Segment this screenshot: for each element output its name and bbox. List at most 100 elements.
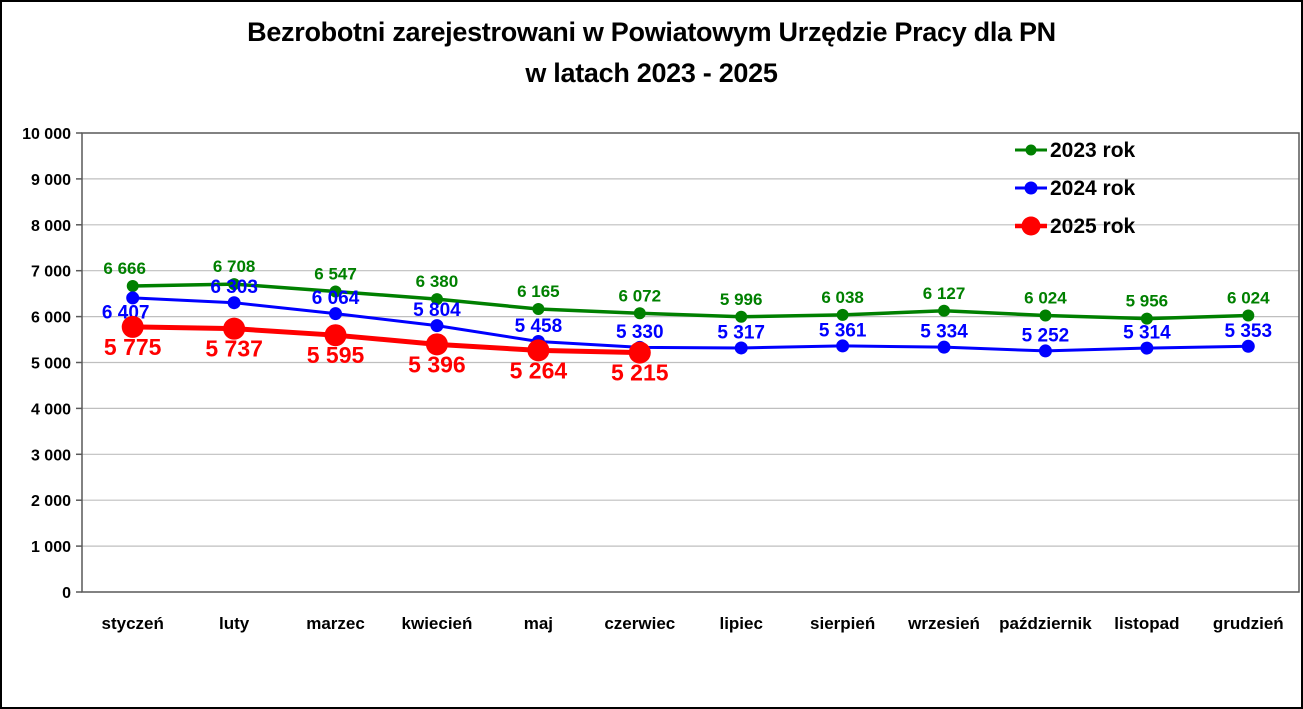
x-tick-label: listopad: [1114, 614, 1179, 633]
data-point: [228, 278, 241, 291]
data-point: [126, 280, 139, 293]
legend-swatch-marker: [1025, 144, 1037, 156]
data-label: 5 956: [1126, 292, 1169, 311]
plot-area: 0 1 000 2 000 3 000 4 000 5 000 6 000 7 000 8 00…: [22, 126, 1300, 633]
y-tick-label: 4 000: [31, 401, 71, 418]
x-tick-label: wrzesień: [907, 614, 980, 633]
x-tick-label: luty: [219, 614, 250, 633]
series-line: [130, 282, 1251, 321]
data-point: [1039, 309, 1052, 322]
x-tick-label: lipiec: [719, 614, 762, 633]
data-point: [1140, 341, 1154, 355]
y-tick-label: 9 000: [31, 172, 71, 189]
data-label: 6 165: [517, 282, 560, 301]
data-label: 5 775: [104, 334, 162, 360]
data-label: 5 361: [819, 320, 867, 341]
data-label: 5 314: [1123, 323, 1171, 344]
y-tick-label: 6 000: [31, 310, 71, 327]
legend-label: 2025 rok: [1050, 215, 1136, 238]
legend-item-2023-rok: 2023 rok: [1015, 139, 1136, 162]
data-point: [628, 341, 651, 364]
x-tick-label: marzec: [306, 614, 365, 633]
data-label: 5 996: [720, 290, 763, 309]
data-label: 6 072: [619, 286, 662, 305]
data-point: [1140, 312, 1153, 325]
y-axis: 0 1 000 2 000 3 000 4 000 5 000 6 000 7 000 8 00…: [22, 126, 82, 602]
legend-swatch-marker: [1021, 216, 1041, 236]
data-label: 5 215: [611, 360, 669, 386]
x-tick-label: kwiecień: [402, 614, 473, 633]
data-point: [430, 293, 443, 306]
data-label: 6 064: [312, 288, 360, 309]
y-tick-label: 1 000: [31, 539, 71, 556]
y-tick-label: 5 000: [31, 356, 71, 373]
x-tick-label: sierpień: [810, 614, 875, 633]
data-label: 6 024: [1024, 288, 1067, 307]
data-label: 5 317: [717, 322, 765, 343]
data-point: [1242, 309, 1255, 322]
data-label: 5 458: [515, 316, 563, 337]
data-point: [430, 319, 444, 333]
chart-title: Bezrobotni zarejestrowani w Powiatowym U…: [2, 12, 1301, 93]
data-label: 5 595: [307, 342, 365, 368]
legend-item-2025-rok: 2025 rok: [1015, 215, 1136, 238]
data-point: [836, 339, 850, 353]
data-label: 6 380: [416, 272, 459, 291]
y-tick-label: 3 000: [31, 447, 71, 464]
data-label: 5 396: [408, 351, 466, 377]
data-label: 5 330: [616, 322, 664, 343]
data-point: [938, 304, 951, 317]
data-point: [836, 308, 849, 321]
data-label: 5 252: [1022, 325, 1070, 346]
series-2023-rok: 6 666 6 708 6 547 6 380 6 165 6 072 5 996 6 038…: [103, 257, 1270, 325]
data-point: [734, 341, 748, 355]
data-point: [121, 315, 144, 338]
x-tick-label: grudzień: [1213, 614, 1284, 633]
x-axis: styczeń luty marzec kwiecień maj czerwiec lipi…: [102, 614, 1284, 633]
data-label: 5 737: [205, 336, 263, 362]
y-tick-label: 10 000: [22, 126, 71, 143]
data-point: [937, 340, 951, 354]
legend-item-2024-rok: 2024 rok: [1015, 177, 1136, 200]
data-point: [329, 285, 342, 298]
data-label: 6 666: [103, 259, 146, 278]
x-tick-label: maj: [524, 614, 553, 633]
data-point: [324, 324, 347, 347]
series-line: [130, 324, 643, 356]
data-point: [1038, 344, 1052, 358]
y-tick-label: 0: [62, 585, 71, 602]
series-2025-rok: 5 775 5 737 5 595 5 396 5 264 5 215: [104, 315, 669, 386]
series-line: [131, 296, 1250, 353]
data-point: [735, 310, 748, 323]
x-tick-label: czerwiec: [604, 614, 675, 633]
legend: 2023 rok 2024 rok 2025 rok: [1015, 139, 1136, 238]
data-point: [527, 339, 550, 362]
data-point: [425, 333, 448, 356]
data-point: [329, 307, 343, 321]
chart-title-line2: w latach 2023 - 2025: [525, 57, 778, 88]
data-label: 5 264: [510, 357, 568, 383]
data-label: 6 547: [314, 264, 357, 283]
data-label: 5 353: [1225, 321, 1273, 342]
data-label: 6 303: [210, 277, 258, 298]
x-tick-label: styczeń: [102, 614, 164, 633]
legend-label: 2023 rok: [1050, 139, 1136, 162]
y-tick-label: 7 000: [31, 264, 71, 281]
legend-label: 2024 rok: [1050, 177, 1136, 200]
data-label: 5 334: [920, 322, 968, 343]
data-point: [223, 317, 246, 340]
data-label: 6 708: [213, 257, 256, 276]
chart-title-line1: Bezrobotni zarejestrowani w Powiatowym U…: [247, 17, 1056, 47]
data-label: 6 024: [1227, 288, 1270, 307]
y-tick-label: 2 000: [31, 493, 71, 510]
y-tick-label: 8 000: [31, 218, 71, 235]
data-label: 6 127: [923, 284, 966, 303]
data-point: [227, 296, 241, 310]
legend-swatch-marker: [1024, 181, 1038, 195]
data-point: [1241, 339, 1255, 353]
data-label: 6 038: [821, 288, 864, 307]
data-point: [532, 303, 545, 316]
data-point: [633, 307, 646, 320]
